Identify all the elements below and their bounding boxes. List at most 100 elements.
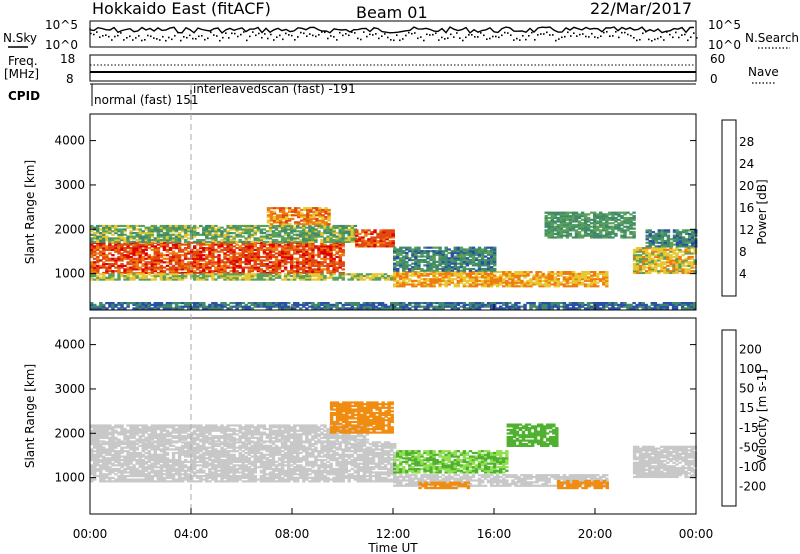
heatmap-cell bbox=[577, 224, 582, 227]
heatmap-cell bbox=[202, 228, 206, 231]
heatmap-cell bbox=[266, 210, 271, 213]
heatmap-cell bbox=[550, 227, 555, 230]
heatmap-cell bbox=[657, 236, 662, 239]
nsearch-point bbox=[285, 32, 287, 35]
heatmap-cell bbox=[447, 264, 451, 267]
heatmap-cell bbox=[305, 233, 309, 236]
heatmap-cell bbox=[126, 261, 130, 264]
heatmap-cell bbox=[411, 248, 415, 251]
heatmap-cell bbox=[593, 224, 597, 227]
heatmap-cell bbox=[641, 307, 645, 310]
heatmap-cell bbox=[302, 226, 306, 229]
heatmap-cell bbox=[284, 207, 289, 210]
heatmap-cell bbox=[99, 273, 103, 276]
heatmap-cell bbox=[666, 270, 670, 273]
heatmap-cell bbox=[269, 216, 274, 219]
heatmap-cell bbox=[281, 223, 286, 226]
heatmap-cell bbox=[526, 272, 530, 275]
heatmap-cell bbox=[626, 222, 630, 225]
heatmap-cell bbox=[280, 264, 285, 267]
heatmap-cell bbox=[317, 252, 321, 255]
heatmap-cell bbox=[220, 245, 224, 248]
heatmap-cell bbox=[486, 246, 491, 249]
heatmap-cell bbox=[280, 261, 285, 264]
heatmap-cell bbox=[672, 264, 676, 267]
heatmap-cell bbox=[350, 239, 355, 242]
heatmap-cell bbox=[226, 233, 230, 236]
heatmap-cell bbox=[417, 250, 421, 253]
heatmap-cell bbox=[272, 221, 277, 224]
heatmap-cell bbox=[318, 208, 322, 212]
heatmap-cell bbox=[642, 268, 646, 271]
heatmap-cell bbox=[202, 264, 206, 267]
heatmap-cell bbox=[283, 237, 288, 240]
heatmap-cell bbox=[596, 236, 600, 239]
heatmap-cell bbox=[187, 245, 191, 248]
heatmap-cell bbox=[493, 269, 497, 272]
nsearch-point bbox=[624, 31, 626, 34]
heatmap-cell bbox=[296, 263, 300, 266]
heatmap-cell bbox=[238, 232, 242, 235]
heatmap-cell bbox=[165, 235, 170, 238]
heatmap-cell bbox=[165, 232, 170, 235]
heatmap-cell bbox=[232, 252, 236, 255]
nsearch-tick-top: 10^5 bbox=[708, 18, 741, 32]
heatmap-cell bbox=[550, 271, 555, 274]
heatmap-cell bbox=[411, 266, 415, 269]
heatmap-cell bbox=[317, 271, 321, 275]
heatmap-cell bbox=[462, 248, 467, 251]
heatmap-cell bbox=[229, 273, 233, 276]
heatmap-cell bbox=[102, 237, 106, 240]
heatmap-cell bbox=[669, 243, 674, 246]
heatmap-cell bbox=[660, 254, 664, 257]
heatmap-cell bbox=[223, 230, 227, 233]
heatmap-cell bbox=[459, 271, 464, 274]
heatmap-cell bbox=[593, 227, 597, 230]
heatmap-cell bbox=[541, 283, 545, 286]
heatmap-cell bbox=[320, 235, 324, 238]
heatmap-cell bbox=[620, 231, 624, 234]
heatmap-cell bbox=[468, 251, 473, 255]
heatmap-cell bbox=[660, 245, 665, 248]
heatmap-cell bbox=[308, 248, 312, 251]
heatmap-cell bbox=[350, 305, 355, 308]
heatmap-cell bbox=[111, 254, 115, 257]
heatmap-cell bbox=[129, 240, 133, 243]
heatmap-cell bbox=[617, 229, 621, 232]
heatmap-cell bbox=[281, 217, 286, 220]
heatmap-cell bbox=[338, 254, 342, 257]
heatmap-cell bbox=[299, 250, 303, 253]
heatmap-cell bbox=[199, 243, 203, 246]
heatmap-cell bbox=[574, 224, 579, 227]
heatmap-cell bbox=[663, 245, 668, 248]
heatmap-cell bbox=[120, 243, 124, 246]
heatmap-cell bbox=[656, 303, 661, 306]
heatmap-cell bbox=[90, 264, 94, 267]
heatmap-cell bbox=[311, 240, 315, 243]
heatmap-cell bbox=[291, 217, 295, 220]
heatmap-cell bbox=[471, 307, 476, 310]
heatmap-cell bbox=[681, 236, 686, 239]
heatmap-cell bbox=[332, 303, 336, 306]
heatmap-cell bbox=[514, 281, 518, 284]
heatmap-cell bbox=[96, 255, 100, 259]
heatmap-cell bbox=[680, 302, 685, 305]
heatmap-cell bbox=[247, 226, 252, 229]
heatmap-cell bbox=[220, 307, 224, 310]
heatmap-cell bbox=[617, 215, 621, 218]
freq-panel bbox=[89, 54, 697, 82]
heatmap-cell bbox=[114, 248, 118, 251]
nsearch-point bbox=[150, 35, 152, 38]
heatmap-cell bbox=[171, 237, 176, 240]
heatmap-cell bbox=[671, 302, 676, 305]
heatmap-cell bbox=[417, 271, 421, 274]
heatmap-cell bbox=[259, 268, 264, 271]
heatmap-cell bbox=[391, 241, 395, 244]
heatmap-cell bbox=[287, 307, 291, 310]
heatmap-cell bbox=[265, 240, 270, 243]
heatmap-cell bbox=[159, 226, 164, 229]
heatmap-cell bbox=[232, 302, 236, 305]
heatmap-cell bbox=[623, 229, 627, 232]
heatmap-cell bbox=[305, 278, 309, 281]
